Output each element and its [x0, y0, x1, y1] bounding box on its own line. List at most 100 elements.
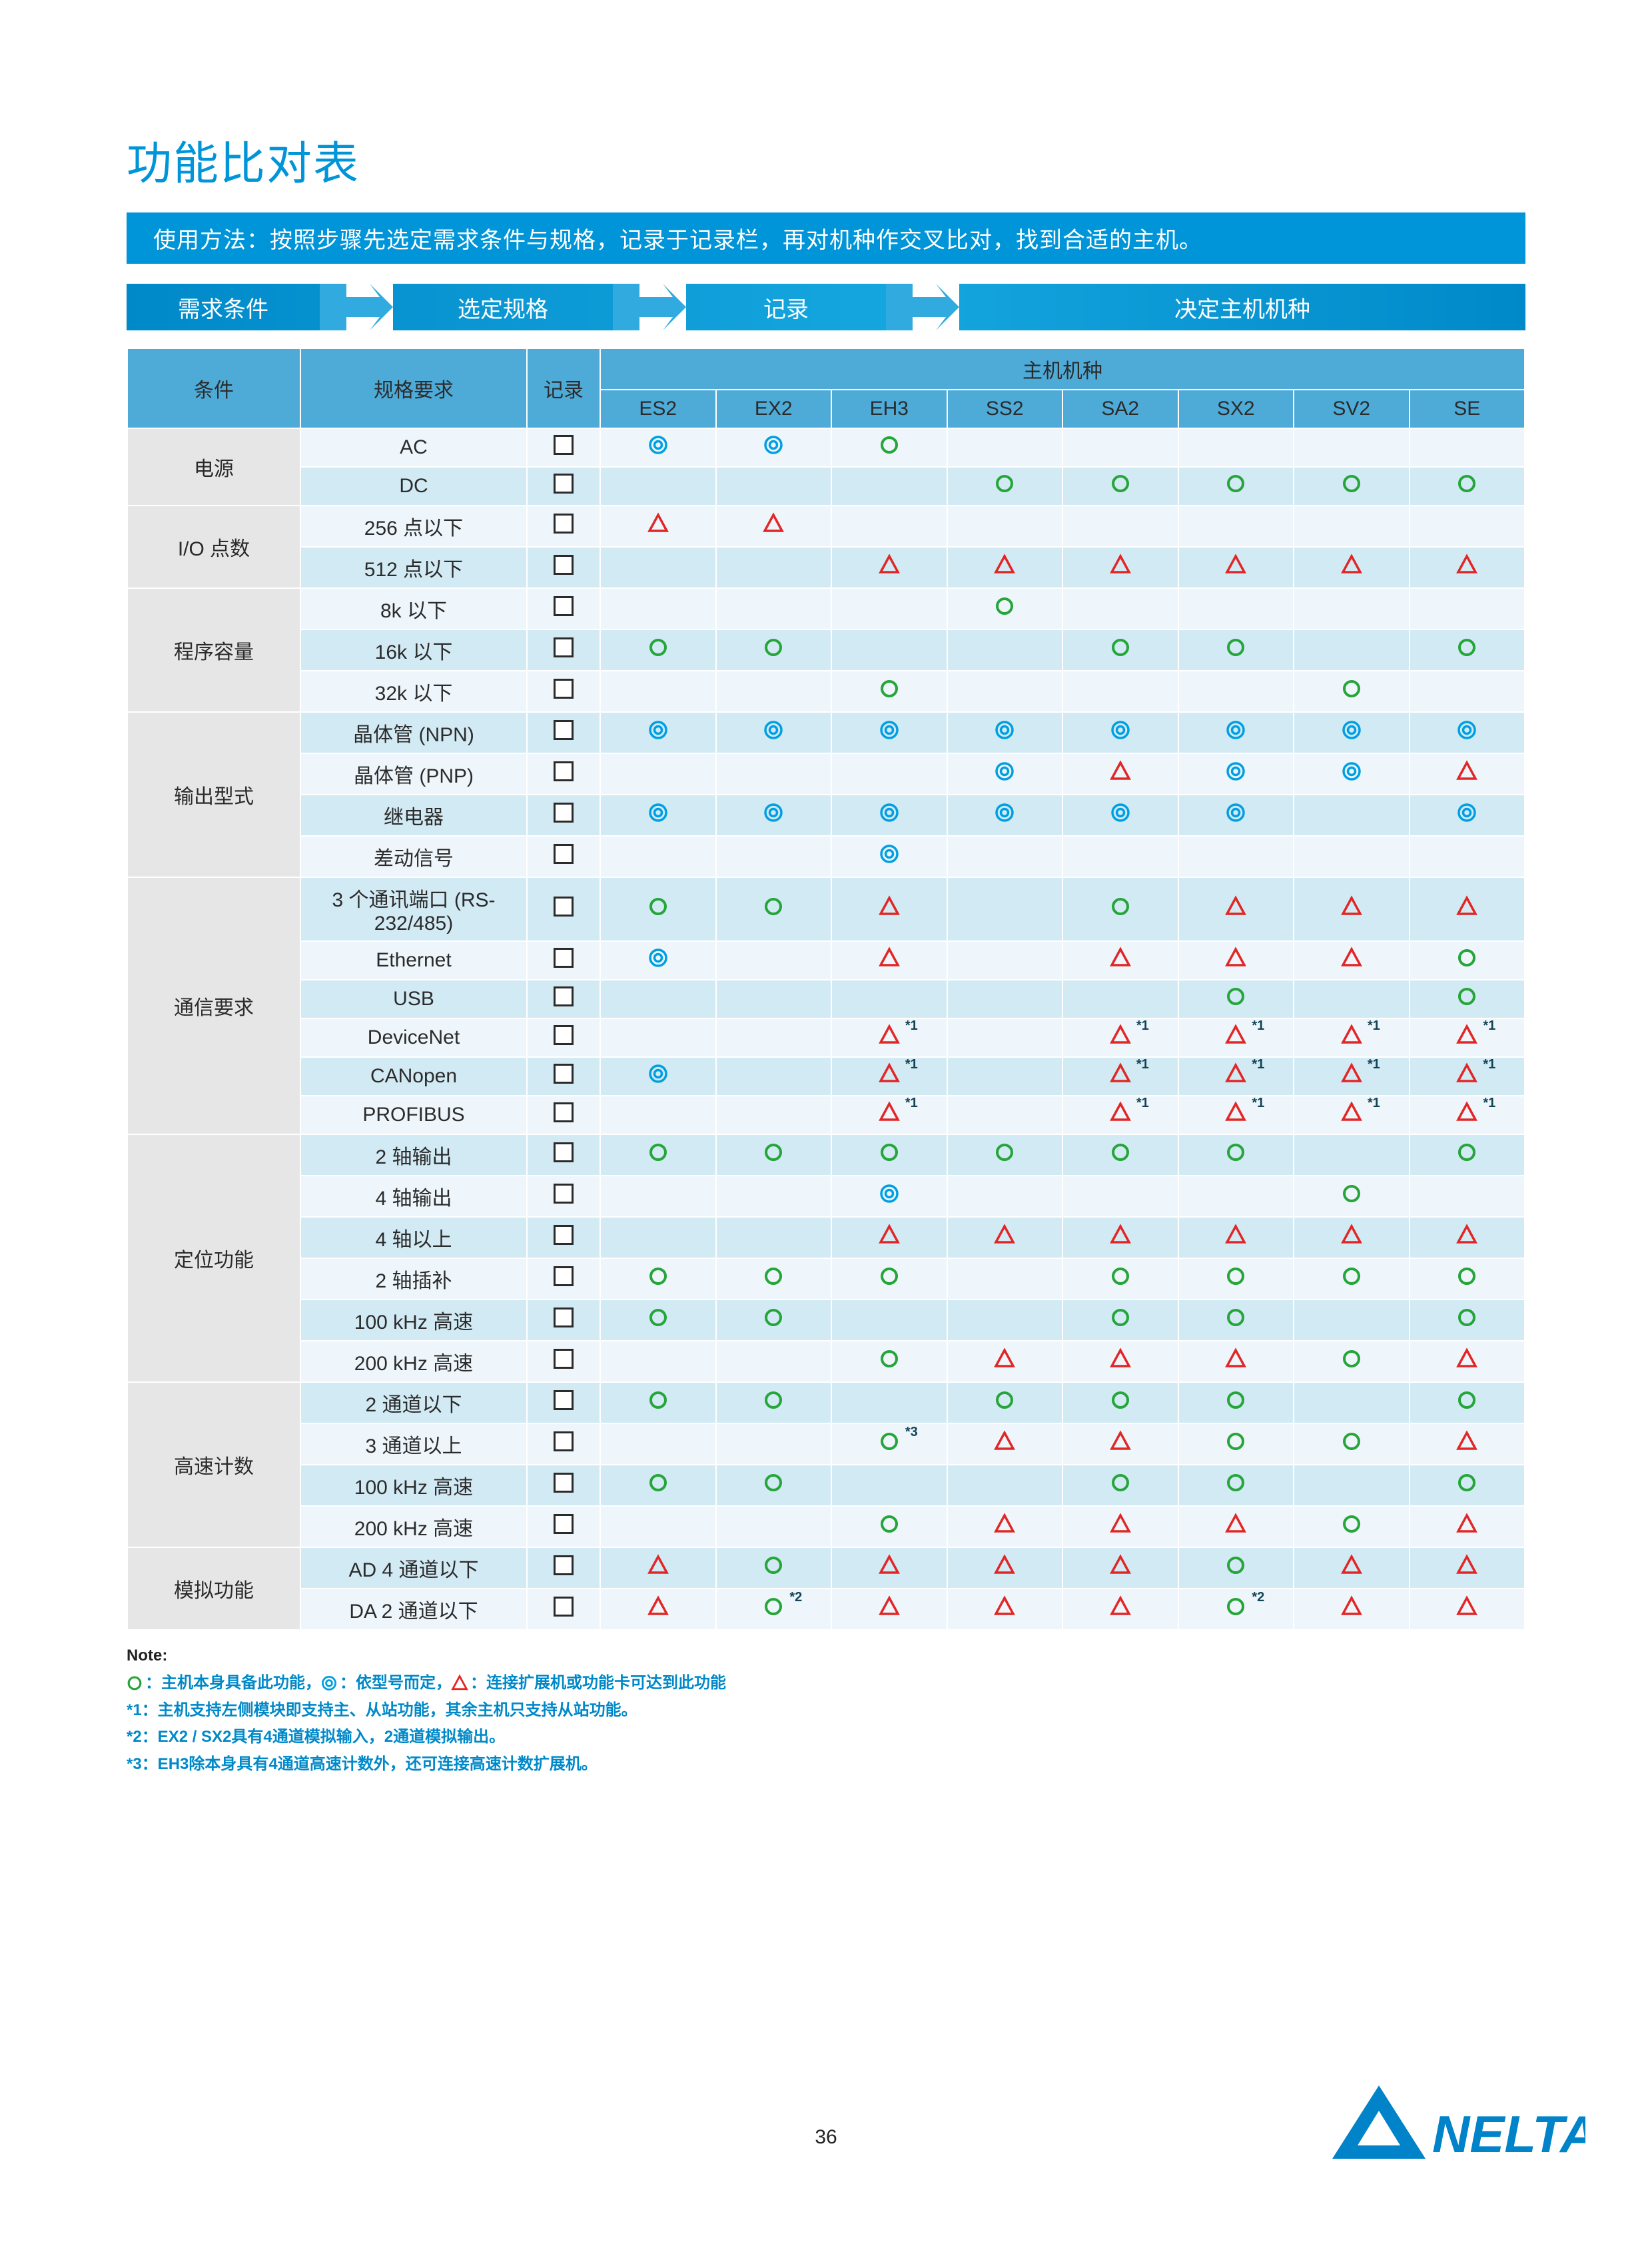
- data-cell: [1178, 1176, 1294, 1217]
- step-3: 记录: [686, 284, 886, 330]
- data-cell: [1062, 877, 1178, 941]
- record-checkbox[interactable]: [527, 1506, 600, 1547]
- data-cell: [1062, 1547, 1178, 1589]
- record-checkbox[interactable]: [527, 753, 600, 795]
- record-checkbox[interactable]: [527, 1258, 600, 1300]
- record-checkbox[interactable]: [527, 712, 600, 753]
- data-cell: [1178, 428, 1294, 467]
- record-checkbox[interactable]: [527, 1589, 600, 1630]
- record-checkbox[interactable]: [527, 836, 600, 877]
- model-header-es2: ES2: [600, 390, 716, 428]
- record-checkbox[interactable]: [527, 629, 600, 671]
- data-cell: [1410, 1341, 1525, 1382]
- dbl-icon: [763, 803, 783, 823]
- record-checkbox[interactable]: [527, 941, 600, 980]
- record-checkbox[interactable]: [527, 1382, 600, 1423]
- data-cell: *1: [1062, 1096, 1178, 1134]
- tri-icon: *1: [1342, 1102, 1362, 1122]
- record-checkbox[interactable]: [527, 1341, 600, 1382]
- data-cell: [716, 877, 832, 941]
- record-checkbox[interactable]: [527, 547, 600, 588]
- record-checkbox[interactable]: [527, 1423, 600, 1465]
- data-cell: [831, 753, 947, 795]
- spec-label: 16k 以下: [300, 629, 527, 671]
- record-checkbox[interactable]: [527, 1217, 600, 1258]
- record-checkbox[interactable]: [527, 1465, 600, 1506]
- spec-label: AD 4 通道以下: [300, 1547, 527, 1589]
- record-checkbox[interactable]: [527, 1547, 600, 1589]
- record-checkbox[interactable]: [527, 1057, 600, 1096]
- record-checkbox[interactable]: [527, 506, 600, 547]
- dbl-icon: [763, 435, 783, 455]
- col-header-condition: 条件: [127, 348, 300, 428]
- tri-icon: [1457, 1431, 1477, 1451]
- tri-icon: [1110, 1597, 1130, 1617]
- record-checkbox[interactable]: [527, 428, 600, 467]
- spec-label: USB: [300, 980, 527, 1018]
- grn-icon: [995, 1142, 1015, 1162]
- data-cell: [1178, 836, 1294, 877]
- spec-label: 3 通道以上: [300, 1423, 527, 1465]
- data-cell: [1294, 1589, 1410, 1630]
- tri-icon: *1: [1457, 1102, 1477, 1122]
- grn-icon: [1342, 1514, 1362, 1534]
- grn-icon: [763, 1473, 783, 1493]
- table-row: DeviceNet*1*1*1*1*1: [127, 1018, 1525, 1057]
- record-checkbox[interactable]: [527, 1300, 600, 1341]
- record-checkbox[interactable]: [527, 671, 600, 712]
- data-cell: [1178, 671, 1294, 712]
- tri-icon: [995, 1555, 1015, 1575]
- record-checkbox[interactable]: [527, 588, 600, 629]
- data-cell: [1178, 1465, 1294, 1506]
- record-checkbox[interactable]: [527, 1134, 600, 1176]
- record-checkbox[interactable]: [527, 795, 600, 836]
- table-row: 200 kHz 高速: [127, 1506, 1525, 1547]
- notes-legend: ：主机本身具备此功能，：依型号而定，：连接扩展机或功能卡可达到此功能: [127, 1670, 1525, 1697]
- data-cell: [831, 1176, 947, 1217]
- spec-label: DeviceNet: [300, 1018, 527, 1057]
- data-cell: [947, 1018, 1063, 1057]
- record-checkbox[interactable]: [527, 467, 600, 506]
- data-cell: [1410, 941, 1525, 980]
- spec-label: 3 个通讯端口 (RS-232/485): [300, 877, 527, 941]
- tri-icon: [1457, 897, 1477, 917]
- data-cell: [1178, 877, 1294, 941]
- data-cell: [1294, 671, 1410, 712]
- dbl-icon: [1110, 803, 1130, 823]
- group-label: I/O 点数: [127, 506, 300, 588]
- spec-label: 100 kHz 高速: [300, 1465, 527, 1506]
- record-checkbox[interactable]: [527, 877, 600, 941]
- data-cell: [1410, 877, 1525, 941]
- data-cell: [716, 1057, 832, 1096]
- data-cell: [1294, 1465, 1410, 1506]
- grn-icon: *2: [763, 1597, 783, 1617]
- record-checkbox[interactable]: [527, 1096, 600, 1134]
- data-cell: [1410, 1176, 1525, 1217]
- tri-icon: [1342, 948, 1362, 968]
- data-cell: [600, 1423, 716, 1465]
- record-checkbox[interactable]: [527, 1018, 600, 1057]
- tri-icon: [1110, 1431, 1130, 1451]
- data-cell: [1062, 588, 1178, 629]
- data-cell: [1410, 1382, 1525, 1423]
- tri-icon: [879, 897, 899, 917]
- note-line: *3：EH3除本身具有4通道高速计数外，还可连接高速计数扩展机。: [127, 1751, 1525, 1778]
- tri-icon: [1226, 555, 1246, 575]
- group-label: 定位功能: [127, 1134, 300, 1382]
- record-checkbox[interactable]: [527, 980, 600, 1018]
- grn-icon: [648, 1473, 668, 1493]
- data-cell: [947, 1423, 1063, 1465]
- data-cell: [1178, 506, 1294, 547]
- data-cell: [947, 671, 1063, 712]
- data-cell: [1294, 629, 1410, 671]
- tri-icon: [1226, 897, 1246, 917]
- data-cell: [947, 588, 1063, 629]
- grn-icon: [1226, 1308, 1246, 1327]
- dbl-icon: [648, 435, 668, 455]
- tri-icon: [452, 1675, 468, 1691]
- record-checkbox[interactable]: [527, 1176, 600, 1217]
- data-cell: [831, 795, 947, 836]
- data-cell: [1410, 980, 1525, 1018]
- data-cell: [1178, 980, 1294, 1018]
- data-cell: *1: [1178, 1096, 1294, 1134]
